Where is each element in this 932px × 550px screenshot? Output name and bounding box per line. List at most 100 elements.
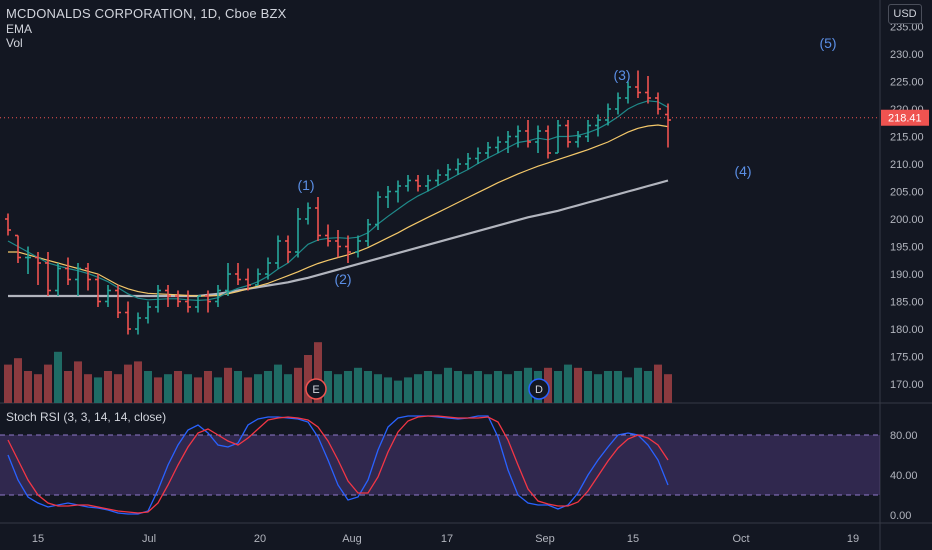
volume-legend[interactable]: Vol bbox=[6, 36, 23, 50]
ohlc-bar bbox=[245, 268, 251, 291]
time-axis-label: 20 bbox=[254, 533, 266, 545]
wave-label: (3) bbox=[613, 67, 630, 83]
ohlc-bar bbox=[615, 92, 621, 115]
volume-bar bbox=[44, 364, 52, 403]
currency-button[interactable]: USD bbox=[888, 4, 922, 24]
rsi-tick-label: 0.00 bbox=[890, 510, 911, 522]
ohlc-bar bbox=[205, 290, 211, 313]
volume-bar bbox=[234, 371, 242, 403]
ohlc-bar bbox=[365, 219, 371, 247]
ohlc-bar bbox=[295, 208, 301, 258]
ohlc-bar bbox=[305, 202, 311, 225]
ohlc-bar bbox=[665, 103, 671, 148]
price-tick-label: 175.00 bbox=[890, 352, 924, 364]
volume-bar bbox=[284, 374, 292, 403]
volume-bar bbox=[664, 374, 672, 403]
volume-bar bbox=[124, 364, 132, 403]
ohlc-bar bbox=[135, 312, 141, 335]
ohlc-bar bbox=[525, 120, 531, 148]
ema-legend[interactable]: EMA bbox=[6, 22, 33, 36]
volume-bar bbox=[454, 371, 462, 403]
time-axis-label: 15 bbox=[627, 533, 639, 545]
volume-bar bbox=[304, 355, 312, 403]
wave-label: (2) bbox=[334, 271, 351, 287]
ohlc-bar bbox=[275, 235, 281, 269]
ohlc-bar bbox=[455, 158, 461, 175]
ohlc-bar bbox=[425, 175, 431, 192]
volume-bar bbox=[94, 377, 102, 403]
rsi-tick-label: 80.00 bbox=[890, 430, 918, 442]
earnings-marker-label: E bbox=[312, 384, 319, 396]
ohlc-bar bbox=[35, 252, 41, 285]
volume-bar bbox=[274, 364, 282, 403]
volume-bar bbox=[54, 351, 62, 403]
price-tick-label: 190.00 bbox=[890, 269, 924, 281]
volume-bar bbox=[164, 374, 172, 403]
ohlc-bar bbox=[655, 92, 661, 115]
ohlc-bar bbox=[415, 175, 421, 192]
ohlc-bar bbox=[405, 175, 411, 192]
stoch-rsi-d-line bbox=[7, 415, 669, 514]
ohlc-bar bbox=[75, 263, 81, 296]
wave-label: (4) bbox=[734, 163, 751, 179]
volume-bar bbox=[254, 374, 262, 403]
volume-bar bbox=[494, 371, 502, 403]
ohlc-bar bbox=[605, 103, 611, 126]
volume-bar bbox=[294, 367, 302, 403]
time-axis-label: Sep bbox=[535, 533, 555, 545]
ohlc-bar bbox=[505, 131, 511, 153]
ohlc-bar bbox=[475, 147, 481, 164]
volume-bar bbox=[154, 377, 162, 403]
volume-bar bbox=[644, 371, 652, 403]
ohlc-bar bbox=[55, 263, 61, 296]
ohlc-bar bbox=[145, 301, 151, 324]
ohlc-bar bbox=[625, 81, 631, 104]
volume-bar bbox=[264, 371, 272, 403]
volume-bar bbox=[614, 371, 622, 403]
price-tick-label: 235.00 bbox=[890, 22, 924, 34]
volume-bar bbox=[64, 371, 72, 403]
ohlc-bar bbox=[585, 120, 591, 142]
ohlc-bar bbox=[495, 136, 501, 153]
volume-bar bbox=[574, 367, 582, 403]
ohlc-bar bbox=[395, 180, 401, 203]
volume-bar bbox=[484, 374, 492, 403]
volume-bar bbox=[444, 367, 452, 403]
price-tick-label: 215.00 bbox=[890, 132, 924, 144]
ohlc-bar bbox=[375, 191, 381, 230]
volume-bar bbox=[584, 371, 592, 403]
stoch-rsi-legend[interactable]: Stoch RSI (3, 3, 14, 14, close) bbox=[6, 410, 167, 424]
ohlc-bar bbox=[215, 285, 221, 307]
ohlc-bar bbox=[435, 169, 441, 186]
volume-bar bbox=[604, 371, 612, 403]
volume-bar bbox=[14, 358, 22, 403]
volume-bar bbox=[194, 377, 202, 403]
earnings-marker-circle bbox=[305, 378, 327, 400]
volume-bar bbox=[244, 377, 252, 403]
ohlc-bar bbox=[125, 301, 131, 335]
ohlc-bar bbox=[225, 263, 231, 296]
ohlc-bar bbox=[355, 235, 361, 258]
volume-bar bbox=[4, 364, 12, 403]
ohlc-bar bbox=[195, 295, 201, 313]
volume-bar bbox=[374, 374, 382, 403]
volume-bar bbox=[514, 371, 522, 403]
ohlc-bar bbox=[595, 114, 601, 137]
ohlc-bar bbox=[635, 70, 641, 98]
ohlc-bar bbox=[165, 285, 171, 307]
ohlc-bar bbox=[315, 197, 321, 241]
ohlc-bar bbox=[265, 257, 271, 280]
volume-bar bbox=[324, 371, 332, 403]
ohlc-bar bbox=[645, 76, 651, 104]
time-axis-label: Jul bbox=[142, 533, 156, 545]
price-tick-label: 170.00 bbox=[890, 379, 924, 391]
symbol-title[interactable]: MCDONALDS CORPORATION, 1D, Cboe BZX bbox=[6, 6, 287, 21]
volume-bar bbox=[114, 374, 122, 403]
time-axis-label: Aug bbox=[342, 533, 362, 545]
stoch-rsi-k-line bbox=[7, 415, 669, 515]
ohlc-bar bbox=[235, 263, 241, 285]
ohlc-bar bbox=[45, 252, 51, 296]
volume-bar bbox=[424, 371, 432, 403]
time-axis-label: Oct bbox=[732, 533, 749, 545]
